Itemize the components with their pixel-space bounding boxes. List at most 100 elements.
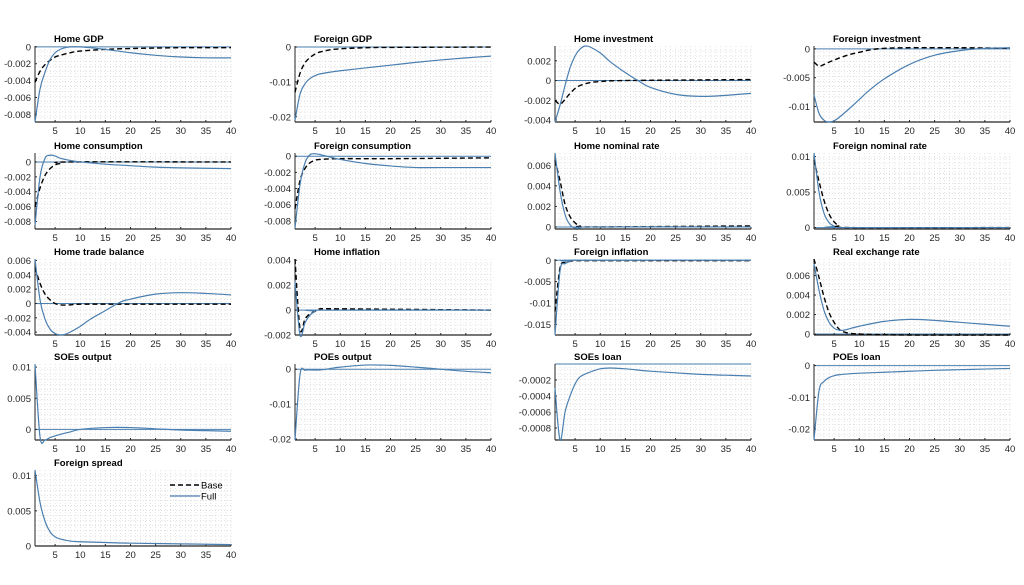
subplot-home-trade-balance: 5 10 15 20 25 30 35 40 0.006 0.004 0.002 0 -0.002 -0.… <box>4 247 236 350</box>
x-tick-label: 30 <box>435 339 446 350</box>
x-tick-label: 10 <box>854 444 865 455</box>
x-tick-label: 35 <box>721 126 732 137</box>
x-tick-label: 5 <box>572 444 577 455</box>
x-tick-label: 5 <box>572 126 577 137</box>
y-tick-label: 0.002 <box>527 202 551 213</box>
y-tick-label: -0.01 <box>788 102 810 113</box>
y-tick-label: 0.002 <box>527 56 551 67</box>
x-tick-label: 35 <box>980 126 991 137</box>
subplot-title: POEs output <box>314 352 372 363</box>
y-tick-label: -0.002 <box>4 172 31 183</box>
x-tick-label: 35 <box>461 339 472 350</box>
x-tick-label: 20 <box>385 126 396 137</box>
series-line-full <box>294 55 492 121</box>
x-tick-label: 30 <box>175 233 186 244</box>
series-line-full <box>34 363 232 445</box>
y-tick-label: 0.006 <box>7 256 31 267</box>
y-tick-label: 0.002 <box>267 281 291 292</box>
x-tick-label: 35 <box>721 444 732 455</box>
y-tick-label: -0.01 <box>788 393 810 404</box>
x-tick-label: 25 <box>150 126 161 137</box>
x-tick-label: 25 <box>929 444 940 455</box>
y-tick-label: -0.01 <box>529 298 551 309</box>
x-tick-label: 15 <box>879 233 890 244</box>
x-tick-label: 10 <box>75 339 86 350</box>
x-tick-label: 30 <box>695 444 706 455</box>
subplot-title: Home investment <box>574 34 654 45</box>
x-tick-label: 25 <box>929 339 940 350</box>
subplot-soes-loan: 5 10 15 20 25 30 35 40 -0.0002 -0.0004 -0.0006 -0.0… <box>519 352 757 455</box>
subplot-home-gdp: 5 10 15 20 25 30 35 40 0 -0.002 -0.004 -0.006 -0.008… <box>4 34 236 137</box>
y-tick-label: -0.0006 <box>519 408 551 419</box>
x-tick-label: 25 <box>670 126 681 137</box>
series-line-base <box>813 258 1011 336</box>
x-tick-label: 5 <box>312 444 317 455</box>
x-tick-label: 20 <box>904 444 915 455</box>
y-tick-label: -0.006 <box>264 200 291 211</box>
y-tick-label: 0.004 <box>786 291 810 302</box>
x-tick-label: 5 <box>312 339 317 350</box>
x-tick-label: 30 <box>954 233 965 244</box>
series-line-base <box>813 46 1011 67</box>
x-tick-label: 35 <box>980 233 991 244</box>
y-tick-label: 0 <box>286 43 291 54</box>
series-line-base <box>294 258 492 333</box>
x-tick-label: 30 <box>435 126 446 137</box>
subplot-title: Home nominal rate <box>574 141 660 152</box>
series-line-full <box>554 152 752 229</box>
x-tick-label: 40 <box>1005 444 1016 455</box>
x-tick-label: 10 <box>595 339 606 350</box>
x-tick-label: 40 <box>1005 339 1016 350</box>
x-tick-label: 25 <box>150 550 161 561</box>
x-tick-label: 35 <box>201 126 212 137</box>
x-tick-label: 20 <box>645 233 656 244</box>
subplot-title: Foreign inflation <box>574 247 649 258</box>
series-line-base <box>554 78 752 105</box>
x-tick-label: 35 <box>201 550 212 561</box>
x-tick-label: 10 <box>854 339 865 350</box>
y-tick-label: -0.0004 <box>519 392 551 403</box>
y-tick-label: 0.006 <box>527 161 551 172</box>
x-tick-label: 30 <box>435 444 446 455</box>
x-tick-label: 20 <box>125 444 136 455</box>
subplot-title: Home GDP <box>54 34 104 45</box>
y-tick-label: -0.002 <box>4 59 31 70</box>
series-line-full <box>294 153 492 229</box>
y-tick-label: 0 <box>546 256 551 267</box>
x-tick-label: 30 <box>175 126 186 137</box>
y-tick-label: 0 <box>546 222 551 233</box>
y-tick-label: -0.004 <box>4 328 31 339</box>
series-line-base <box>294 157 492 209</box>
x-tick-label: 15 <box>100 444 111 455</box>
x-tick-label: 25 <box>410 126 421 137</box>
x-tick-label: 25 <box>150 339 161 350</box>
y-tick-label: 0 <box>805 223 810 234</box>
x-tick-label: 5 <box>831 233 836 244</box>
x-tick-label: 15 <box>879 339 890 350</box>
series-line-base <box>554 259 751 312</box>
y-tick-label: 0.005 <box>7 506 31 517</box>
y-tick-label: -0.004 <box>264 184 291 195</box>
x-tick-label: 40 <box>486 126 497 137</box>
subplot-home-consumption: 5 10 15 20 25 30 35 40 0 -0.002 -0.004 -0.006 -0.008… <box>4 141 236 244</box>
y-tick-label: 0 <box>26 425 31 436</box>
x-tick-label: 10 <box>335 126 346 137</box>
x-tick-label: 10 <box>335 444 346 455</box>
x-tick-label: 40 <box>746 444 757 455</box>
y-tick-label: 0 <box>26 299 31 310</box>
x-tick-label: 5 <box>831 339 836 350</box>
x-tick-label: 25 <box>670 233 681 244</box>
x-tick-label: 5 <box>52 233 57 244</box>
x-tick-label: 30 <box>954 339 965 350</box>
x-tick-label: 10 <box>854 126 865 137</box>
x-tick-label: 10 <box>75 444 86 455</box>
y-tick-label: -0.006 <box>4 202 31 213</box>
y-tick-label: 0.002 <box>786 310 810 321</box>
x-tick-label: 40 <box>486 339 497 350</box>
x-tick-label: 10 <box>595 233 606 244</box>
subplot-foreign-spread: 5 10 15 20 25 30 35 40 0.01 0.005 0 Foreign spread <box>7 458 236 561</box>
subplot-poes-loan: 5 10 15 20 25 30 35 40 0 -0.01 -0.02 POEs loan <box>788 352 1015 455</box>
y-tick-label: 0 <box>286 306 291 317</box>
x-tick-label: 25 <box>410 233 421 244</box>
